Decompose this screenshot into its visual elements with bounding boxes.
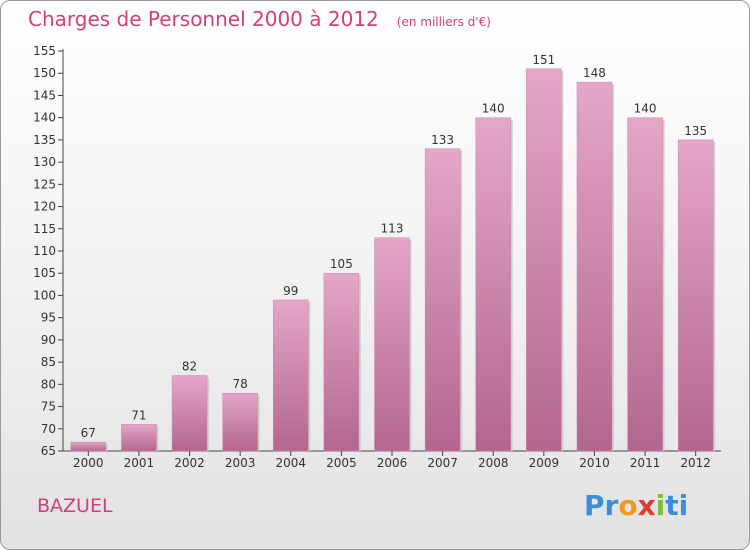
y-tick-label: 70 xyxy=(41,422,56,436)
bar-2004 xyxy=(273,299,309,452)
bar-2006 xyxy=(374,237,410,452)
x-tick-label: 2011 xyxy=(630,456,661,470)
x-tick-label: 2001 xyxy=(124,456,155,470)
chart-title-text: Charges de Personnel 2000 à 2012 xyxy=(28,7,379,31)
y-tick-label: 145 xyxy=(33,88,56,102)
y-tick-label: 90 xyxy=(41,333,56,347)
x-tick-label: 2003 xyxy=(225,456,256,470)
logo-part-1: Pr xyxy=(584,489,619,522)
y-tick-label: 75 xyxy=(41,400,56,414)
value-label: 135 xyxy=(684,124,707,138)
y-tick-label: 125 xyxy=(33,177,56,191)
x-tick-label: 2007 xyxy=(427,456,458,470)
value-label: 67 xyxy=(81,426,96,440)
commune-name: BAZUEL xyxy=(37,495,113,517)
x-tick-label: 2010 xyxy=(579,456,610,470)
logo-part-2: o xyxy=(618,489,638,522)
bar-2012 xyxy=(677,139,714,452)
y-tick-label: 95 xyxy=(41,311,56,325)
logo-part-5: ti xyxy=(665,489,689,522)
logo-part-4: i xyxy=(655,489,666,522)
bar-2007 xyxy=(424,148,461,452)
chart-subtitle: (en milliers d'€) xyxy=(396,15,491,29)
x-tick-label: 2002 xyxy=(174,456,205,470)
y-tick-label: 105 xyxy=(33,266,56,280)
y-tick-label: 110 xyxy=(33,244,56,258)
y-tick-label: 120 xyxy=(33,200,56,214)
y-tick-label: 150 xyxy=(33,66,56,80)
bar-2000 xyxy=(70,441,107,452)
y-tick-label: 140 xyxy=(33,111,56,125)
bar-2005 xyxy=(323,272,360,452)
x-tick-label: 2005 xyxy=(326,456,357,470)
bar-2002 xyxy=(171,375,208,452)
y-tick-label: 80 xyxy=(41,377,56,391)
bar-2009 xyxy=(526,68,562,452)
value-label: 105 xyxy=(330,257,353,271)
proxiti-logo: Proxiti xyxy=(584,489,688,522)
y-tick-label: 100 xyxy=(33,288,56,302)
y-tick-label: 135 xyxy=(33,133,56,147)
x-tick-label: 2006 xyxy=(377,456,408,470)
bar-2001 xyxy=(121,424,157,452)
x-tick-label: 2012 xyxy=(680,456,711,470)
value-label: 133 xyxy=(431,133,454,147)
bar-2011 xyxy=(627,117,663,452)
logo-part-3: x xyxy=(637,489,656,522)
value-label: 82 xyxy=(182,359,197,373)
bar-2010 xyxy=(576,81,613,452)
y-tick-label: 155 xyxy=(33,44,56,58)
value-label: 151 xyxy=(532,53,555,67)
value-label: 140 xyxy=(482,102,505,116)
bar-2003 xyxy=(222,392,258,452)
y-tick-label: 130 xyxy=(33,155,56,169)
x-tick-label: 2009 xyxy=(529,456,560,470)
y-tick-label: 65 xyxy=(41,444,56,458)
chart-title: Charges de Personnel 2000 à 2012 (en mill… xyxy=(28,7,491,31)
value-label: 113 xyxy=(381,222,404,236)
y-tick-label: 115 xyxy=(33,222,56,236)
value-label: 99 xyxy=(283,284,298,298)
x-tick-label: 2004 xyxy=(275,456,306,470)
x-tick-label: 2008 xyxy=(478,456,509,470)
x-tick-label: 2000 xyxy=(73,456,104,470)
bar-2008 xyxy=(475,117,511,452)
value-label: 140 xyxy=(634,102,657,116)
y-tick-label: 85 xyxy=(41,355,56,369)
value-label: 71 xyxy=(131,408,146,422)
value-label: 148 xyxy=(583,66,606,80)
value-label: 78 xyxy=(233,377,248,391)
